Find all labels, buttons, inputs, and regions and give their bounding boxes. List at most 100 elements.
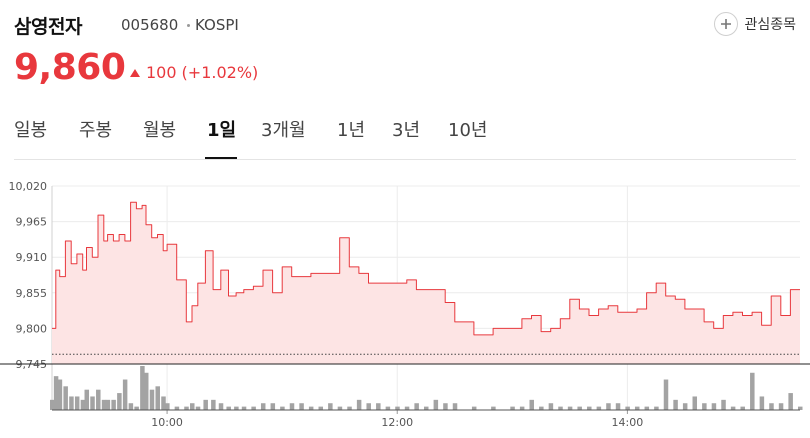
- tab-3months[interactable]: 3개월: [261, 120, 306, 141]
- change-percent: (+1.02%): [181, 63, 259, 82]
- volume-bar: [385, 406, 391, 410]
- stock-code: 005680: [121, 16, 179, 34]
- stock-header: 삼영전자 005680 KOSPI 관심종목: [14, 10, 796, 40]
- add-favorite-label: 관심종목: [744, 17, 796, 33]
- volume-bar: [529, 399, 534, 410]
- y-tick-label: 9,910: [16, 251, 48, 264]
- y-tick-label: 9,855: [16, 287, 48, 300]
- volume-bar: [289, 403, 295, 410]
- plus-icon: [714, 12, 739, 36]
- volume-bar: [721, 399, 726, 410]
- add-favorite-button[interactable]: 관심종목: [714, 10, 796, 38]
- volume-bar: [337, 406, 343, 410]
- volume-bar: [84, 389, 90, 410]
- volume-bar: [433, 399, 439, 410]
- volume-bar: [625, 406, 630, 410]
- volume-bar: [117, 393, 122, 410]
- volume-bar: [101, 399, 107, 410]
- volume-bar: [702, 403, 707, 410]
- tab-weekly[interactable]: 주봉: [79, 120, 113, 141]
- volume-bar: [587, 406, 592, 410]
- price-line: [52, 201, 800, 336]
- volume-bar: [510, 406, 515, 410]
- volume-bar: [234, 406, 239, 410]
- volume-bar: [606, 403, 611, 410]
- tabs-divider: [14, 159, 796, 160]
- up-triangle-icon: [130, 68, 140, 77]
- volume-bar: [69, 396, 74, 410]
- y-tick-label: 9,965: [16, 216, 48, 229]
- volume-bar: [558, 406, 563, 410]
- volume-bar: [122, 379, 128, 410]
- volume-bar: [692, 396, 698, 410]
- volume-bar: [673, 399, 678, 410]
- volume-bar: [134, 406, 139, 410]
- volume-bar: [404, 406, 410, 410]
- volume-bar: [519, 406, 525, 410]
- volume-bar: [347, 406, 352, 410]
- period-tabs: 일봉 주봉 월봉 1일 3개월 1년 3년 10년: [0, 108, 810, 160]
- tab-10years[interactable]: 10년: [448, 120, 488, 141]
- tab-daily[interactable]: 일봉: [14, 120, 48, 141]
- volume-bar: [682, 403, 688, 410]
- change-amount: 100: [146, 63, 177, 82]
- current-price: 9,860: [14, 47, 126, 88]
- volume-bar: [211, 399, 216, 410]
- separator-dot: [187, 24, 190, 27]
- volume-bar: [644, 406, 650, 410]
- x-tick-label: 12:00: [381, 416, 413, 429]
- volume-bar: [730, 406, 736, 410]
- volume-bar: [195, 406, 201, 410]
- volume-bar: [299, 403, 304, 410]
- volume-bar: [452, 403, 458, 410]
- volume-bar: [759, 396, 765, 410]
- volume-bar: [155, 386, 160, 410]
- volume-bar: [165, 403, 170, 410]
- y-tick-label: 9,800: [16, 322, 48, 335]
- volume-bar: [443, 403, 448, 410]
- volume-bar: [143, 372, 149, 410]
- volume-bar: [366, 403, 371, 410]
- tab-1year[interactable]: 1년: [337, 120, 366, 141]
- volume-bar: [80, 399, 86, 410]
- volume-bar: [596, 406, 602, 410]
- volume-bar: [663, 379, 669, 410]
- volume-bar: [190, 403, 195, 410]
- volume-bar: [424, 406, 429, 410]
- volume-bar: [140, 366, 145, 410]
- tab-monthly[interactable]: 월봉: [143, 120, 177, 141]
- tab-1day[interactable]: 1일: [207, 120, 237, 141]
- volume-bar: [90, 396, 95, 410]
- volume-bar: [788, 393, 793, 410]
- volume-bar: [74, 396, 80, 410]
- volume-bar: [414, 403, 419, 410]
- volume-bar: [280, 406, 285, 410]
- volume-bar: [539, 406, 544, 410]
- tab-3years[interactable]: 3년: [392, 120, 421, 141]
- volume-bar: [328, 403, 333, 410]
- x-tick-label: 10:00: [151, 416, 183, 429]
- volume-bar: [105, 399, 111, 410]
- volume-bar: [251, 406, 256, 410]
- volume-bar: [260, 403, 266, 410]
- volume-bar: [567, 406, 573, 410]
- volume-bar: [711, 403, 717, 410]
- volume-bar: [174, 406, 180, 410]
- price-change: 100 (+1.02%): [130, 63, 258, 82]
- volume-bar: [318, 406, 324, 410]
- x-tick-label: 14:00: [612, 416, 644, 429]
- volume-bar: [778, 403, 784, 410]
- volume-bar: [111, 399, 116, 410]
- volume-bar: [57, 379, 63, 410]
- volume-bar: [63, 386, 68, 410]
- price-area: [52, 202, 800, 364]
- volume-bar: [654, 406, 659, 410]
- volume-bar: [218, 403, 224, 410]
- volume-bar: [798, 406, 803, 410]
- volume-bar: [491, 406, 496, 410]
- volume-bar: [740, 406, 745, 410]
- volume-bar: [395, 406, 400, 410]
- volume-bar: [769, 403, 774, 410]
- volume-bar: [634, 406, 640, 410]
